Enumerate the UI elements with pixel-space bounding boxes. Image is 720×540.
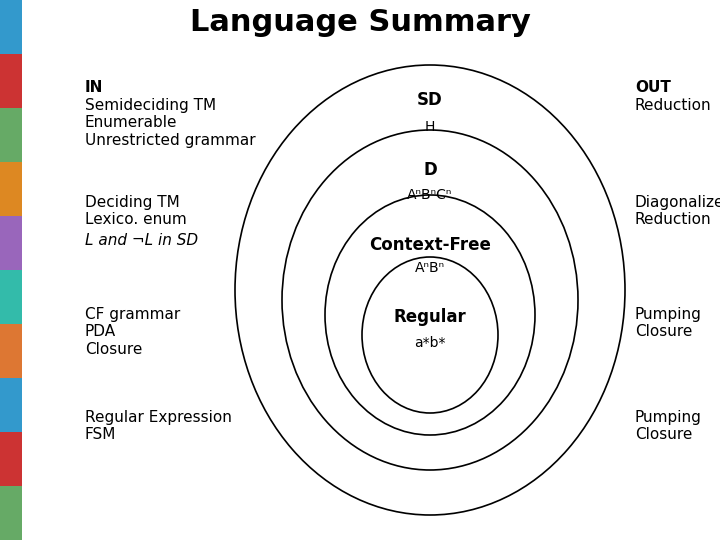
Text: Deciding TM
Lexico. enum: Deciding TM Lexico. enum: [85, 195, 186, 227]
Bar: [0, 324, 22, 378]
Text: Regular: Regular: [394, 308, 467, 326]
Bar: [0, 54, 22, 108]
Text: Regular Expression
FSM: Regular Expression FSM: [85, 410, 232, 442]
Bar: [0, 432, 22, 486]
Text: AⁿBⁿCⁿ: AⁿBⁿCⁿ: [408, 188, 453, 202]
Text: Language Summary: Language Summary: [189, 8, 531, 37]
Bar: [0, 216, 22, 270]
Bar: [0, 270, 22, 324]
Text: a*b*: a*b*: [414, 336, 446, 350]
Text: Context-Free: Context-Free: [369, 236, 491, 254]
Text: D: D: [423, 161, 437, 179]
Text: H: H: [425, 120, 435, 134]
Text: SD: SD: [417, 91, 443, 109]
Text: IN: IN: [85, 80, 104, 95]
Text: L and ¬L in SD: L and ¬L in SD: [85, 233, 198, 248]
Text: CF grammar
PDA
Closure: CF grammar PDA Closure: [85, 307, 180, 357]
Text: Pumping
Closure: Pumping Closure: [635, 410, 702, 442]
Bar: [0, 108, 22, 162]
Text: OUT: OUT: [635, 80, 671, 95]
Text: Semideciding TM
Enumerable
Unrestricted grammar: Semideciding TM Enumerable Unrestricted …: [85, 98, 256, 148]
Text: Reduction: Reduction: [635, 98, 711, 113]
Bar: [0, 162, 22, 216]
Text: Diagonalize
Reduction: Diagonalize Reduction: [635, 195, 720, 227]
Text: AⁿBⁿ: AⁿBⁿ: [415, 261, 445, 275]
Text: Pumping
Closure: Pumping Closure: [635, 307, 702, 340]
Bar: [0, 0, 22, 54]
Bar: [0, 486, 22, 540]
Bar: [0, 378, 22, 432]
